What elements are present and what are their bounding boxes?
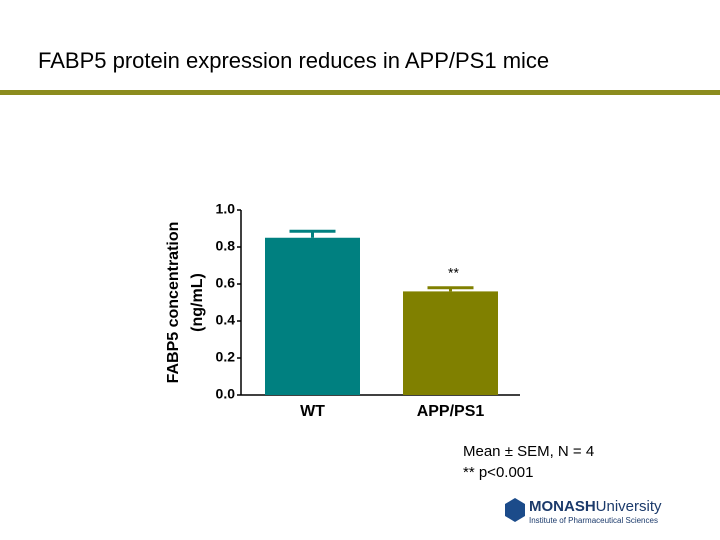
note: Mean ± SEM, N = 4	[463, 443, 594, 460]
bar	[265, 237, 360, 395]
y-axis-label: (ng/mL)	[189, 273, 206, 332]
note: ** p<0.001	[463, 464, 533, 481]
bar	[403, 291, 498, 395]
y-tick-label: 0.4	[216, 312, 236, 328]
slide-title: FABP5 protein expression reduces in APP/…	[38, 48, 549, 73]
error-bar	[289, 229, 336, 238]
y-tick-label: 0.2	[216, 349, 236, 365]
logo: MONASHUniversity Institute of Pharmaceut…	[505, 498, 662, 525]
significance: **	[448, 264, 459, 280]
error-bar	[427, 286, 474, 292]
x-tick-label: APP/PS1	[417, 403, 485, 420]
logo-subtitle: Institute of Pharmaceutical Sciences	[529, 516, 658, 525]
logo-shield	[505, 498, 525, 522]
logo-suffix: University	[596, 498, 662, 515]
logo-name-bold: MONASH	[529, 498, 596, 515]
y-tick-label: 0.0	[216, 386, 236, 402]
y-axis-label: FABP5 concentration	[165, 222, 182, 384]
title-rule	[0, 90, 720, 95]
logo-name: MONASHUniversity	[529, 498, 662, 515]
y-tick-label: 0.8	[216, 238, 236, 254]
x-tick-label: WT	[300, 403, 325, 420]
y-tick-label: 0.6	[216, 275, 236, 291]
y-tick-label: 1.0	[216, 201, 236, 217]
